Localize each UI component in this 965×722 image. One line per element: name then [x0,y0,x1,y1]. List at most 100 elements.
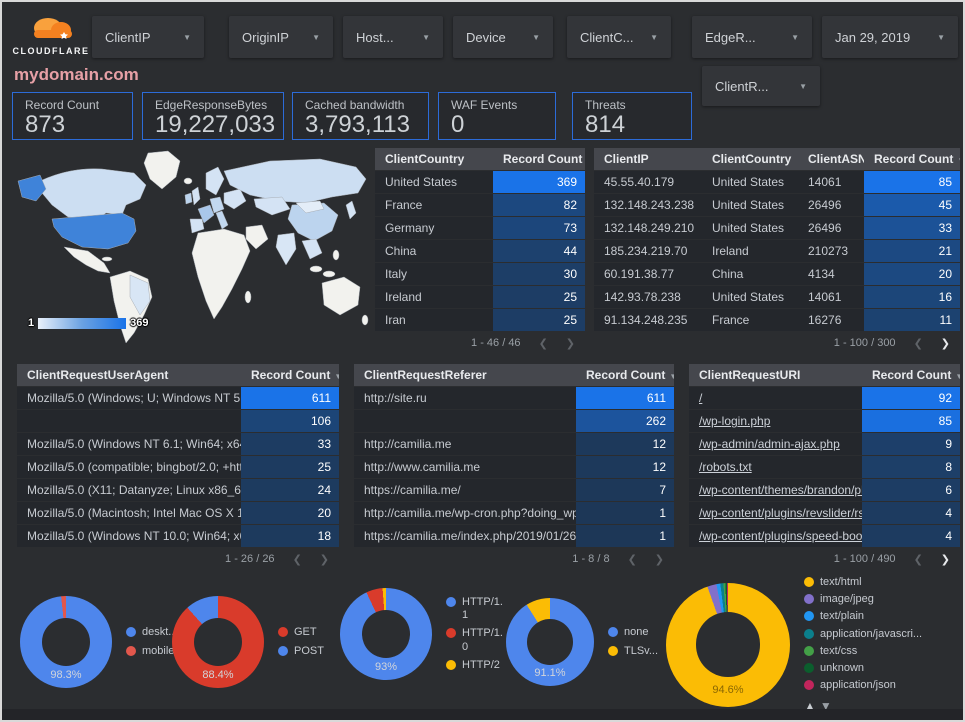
uri-link[interactable]: / [699,391,703,405]
legend-gradient-bar [38,317,127,329]
country-japan [345,200,357,220]
legend-label: none [624,626,649,639]
filter-clientcountry[interactable]: ClientC... ▼ [567,16,671,58]
sort-header-record-count[interactable]: Record Count▼ [241,368,339,382]
date-range-filter[interactable]: Jan 29, 2019 ▼ [822,16,958,58]
table-cell: Mozilla/5.0 (Windows NT 6.1; Win64; x64;… [27,437,241,451]
filter-device[interactable]: Device ▼ [453,16,553,58]
record-count-cell: 85 [862,410,960,432]
filter-host[interactable]: Host... ▼ [343,16,443,58]
record-count-cell: 12 [576,456,674,478]
table-cell: https://camilia.me/index.php/2019/01/26/… [364,529,576,543]
prev-page-icon[interactable]: ❮ [913,553,923,566]
uri-link[interactable]: /wp-login.php [699,414,771,428]
table-cell: https://camilia.me/ [364,483,461,497]
table-cell: Germany [385,221,435,235]
table-row: /wp-admin/admin-ajax.php 9 [689,433,960,455]
table-row: http://camilia.me 12 [354,433,674,455]
chevron-down-icon: ▼ [532,32,540,42]
legend-label: image/jpeg [820,593,874,606]
legend-label: application/json [820,679,896,692]
chevron-down-icon: ▼ [799,81,807,91]
prev-page-icon[interactable]: ❮ [292,553,302,566]
legend-item: application/javascri... [804,628,922,641]
table-cell: 60.191.38.77 [604,267,675,281]
legend-scroll-up-icon[interactable]: ▲ [804,699,816,714]
next-page-icon[interactable]: ❯ [940,553,950,566]
cloudflare-wordmark: CLOUDFLARE [12,45,90,56]
legend-label: mobile [142,644,175,657]
prev-page-icon[interactable]: ❮ [913,337,923,350]
table-cell: 132.148.249.210 [604,221,695,235]
next-page-icon[interactable]: ❯ [940,337,950,350]
record-count-cell: 20 [864,263,960,285]
table-row: Mozilla/5.0 (Windows NT 6.1; Win64; x64;… [17,433,339,455]
legend-dot-icon [278,645,288,656]
legend-item: HTTP/1.1 [446,596,506,622]
table-cell: Italy [385,267,408,281]
table-request-uri: ClientRequestURI Record Count▼ / 92/wp-lo… [689,364,960,566]
filter-clientip[interactable]: ClientIP ▼ [92,16,204,58]
legend-item: HTTP/1.0 [446,627,506,653]
table-cell: 14061 [808,290,842,304]
chart-legend: deskt... mobile [126,626,177,657]
filter-edgeresponse[interactable]: EdgeR... ▼ [692,16,812,58]
table-cell: http://camilia.me [364,437,452,451]
prev-page-icon[interactable]: ❮ [627,553,637,566]
sort-header-record-count[interactable]: Record Count▼ [576,368,674,382]
table-cell: 4134 [808,267,835,281]
legend-label: text/html [820,576,862,588]
uri-link[interactable]: /wp-content/plugins/revslider/rs-p... [699,506,862,520]
record-count-cell: 20 [241,502,339,524]
table-cell: 26496 [808,221,842,235]
region-eastern-europe [223,188,247,210]
sort-down-icon: ▼ [334,372,339,381]
uri-link[interactable]: /wp-content/plugins/speed-booste... [699,529,862,543]
legend-label: text/css [820,644,858,657]
cloudflare-cloud-icon [34,17,72,39]
legend-item: POST [278,645,324,658]
table-cell: Mozilla/5.0 (compatible; bingbot/2.0; +h… [27,460,241,474]
island-indonesia-2 [322,270,336,278]
sort-header-record-count[interactable]: Record Count▼ [864,152,960,166]
donut-tls-version: 91.1% [506,598,594,686]
pagination: 1 - 100 / 300 ❮ ❯ [833,337,950,350]
legend-dot-icon [126,627,136,638]
table-cell: United States [712,290,785,304]
chevron-down-icon: ▼ [312,32,320,42]
record-count-cell: 85 [864,171,960,193]
record-count-cell: 73 [493,217,585,239]
next-page-icon[interactable]: ❯ [654,553,664,566]
filter-originip[interactable]: OriginIP ▼ [229,16,333,58]
table-cell: France [712,313,750,327]
record-count-cell: 16 [864,286,960,308]
table-cell: /wp-content/plugins/speed-booste... [689,529,862,543]
world-map-svg [17,150,369,344]
country-russia [223,158,367,204]
donut-device-type: 98.3% [20,596,112,688]
table-client-ip: ClientIP ClientCountry ClientASN Record … [594,148,960,350]
country-italy [215,210,229,230]
table-body: http://site.ru 611 262 http://camilia.me 12 h… [354,387,674,547]
region-southeast-asia [301,238,323,260]
uri-link[interactable]: /wp-admin/admin-ajax.php [699,437,840,451]
table-row: United States 369 [375,171,585,193]
next-page-icon[interactable]: ❯ [319,553,329,566]
donut-center-label: 98.3% [50,669,82,681]
legend-label: GET [294,626,317,639]
filter-clientrequest[interactable]: ClientR... ▼ [702,66,820,106]
legend-min: 1 [28,317,35,329]
island-philippines [332,249,340,261]
table-cell: 16276 [808,313,842,327]
table-cell: United States [712,198,785,212]
sort-header-record-count[interactable]: Record Count▼ [862,368,960,382]
sort-header-record-count[interactable]: Record Count▼ [503,152,583,166]
uri-link[interactable]: /wp-content/themes/brandon/plu... [699,483,862,497]
prev-page-icon[interactable]: ❮ [538,337,548,350]
legend-scroll-down-icon[interactable]: ▼ [819,699,832,714]
uri-link[interactable]: /robots.txt [699,460,752,474]
record-count-cell: 1 [576,525,674,547]
legend-dot-icon [804,577,814,587]
map-color-legend: 1 369 [28,317,148,329]
next-page-icon[interactable]: ❯ [565,337,575,350]
